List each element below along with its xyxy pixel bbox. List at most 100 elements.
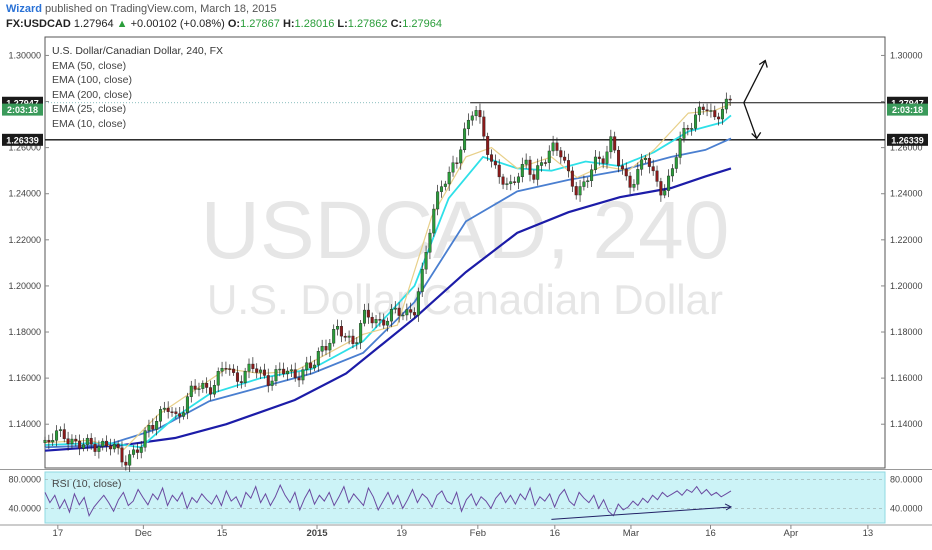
candle-body (189, 385, 193, 397)
candle-body (459, 149, 463, 164)
candle-body (640, 159, 644, 170)
candle-body (170, 411, 174, 413)
candle-body (78, 440, 82, 449)
x-tick-label: Apr (784, 528, 799, 539)
rsi-tick-right: 40.0000 (890, 503, 923, 513)
candle-body (128, 454, 132, 466)
candle-body (409, 309, 413, 313)
candle-body (97, 446, 101, 452)
low-label: L: (337, 18, 348, 30)
candle-body (570, 170, 574, 187)
author-name[interactable]: Wizard (6, 3, 42, 15)
candle-body (497, 164, 501, 178)
candle-body (451, 162, 455, 173)
candle-body (401, 314, 405, 317)
candle-body (697, 106, 701, 116)
chart-header: Wizard published on TradingView.com, Mar… (0, 0, 932, 36)
candle-body (682, 128, 686, 139)
candle-body (547, 150, 551, 163)
rsi-trendline (551, 506, 732, 520)
publish-info: Wizard published on TradingView.com, Mar… (6, 3, 277, 15)
candle-body (509, 181, 513, 184)
published-text: published on TradingView.com, March 18, … (45, 3, 277, 15)
candle-body (463, 128, 467, 151)
candle-body (259, 369, 263, 373)
candle-body (382, 319, 386, 326)
candle-body (289, 369, 293, 372)
candle-body (597, 156, 601, 159)
high-label: H: (282, 18, 295, 30)
candle-body (101, 440, 105, 447)
candle-body (624, 168, 628, 177)
candle-body (428, 232, 432, 253)
candle-body (351, 335, 355, 344)
price-label-right: 1.26339 (891, 135, 924, 145)
candle-body (478, 110, 482, 118)
candle-body (278, 368, 282, 371)
candle-body (286, 370, 290, 375)
candle-body (516, 176, 520, 183)
legend-ema-100[interactable]: EMA (100, close) (52, 74, 132, 86)
candle-body (224, 368, 228, 370)
candle-body (643, 157, 647, 160)
candle-body (701, 106, 705, 110)
candle-body (551, 142, 555, 152)
projection-up-line (743, 60, 766, 103)
candle-body (320, 346, 324, 352)
candle-body (567, 160, 571, 172)
candle-body (617, 149, 621, 166)
candle-body (724, 98, 728, 110)
legend-ema-25[interactable]: EMA (25, close) (52, 103, 127, 115)
candle-body (74, 438, 78, 442)
candle-body (316, 351, 320, 366)
last-price: 1.27964 (73, 18, 114, 30)
candle-body (324, 346, 328, 351)
candle-body (432, 208, 436, 234)
candle-body (720, 108, 724, 120)
candle-body (174, 411, 178, 414)
candle-body (482, 116, 486, 137)
candle-body (416, 291, 420, 316)
candle-body (366, 309, 370, 318)
legend-ema-50[interactable]: EMA (50, close) (52, 59, 127, 72)
y-tick-label-right: 1.20000 (890, 281, 923, 291)
price-label-right: 1.27947 (891, 98, 924, 108)
candle-body (336, 326, 340, 330)
candle-body (93, 443, 97, 452)
price-change: +0.00102 (+0.08%) (130, 18, 225, 30)
candle-body (543, 162, 547, 164)
x-tick-label: Feb (470, 528, 486, 539)
candle-body (370, 316, 374, 324)
candle-body (620, 165, 624, 170)
price-label-box-left (2, 133, 43, 146)
candle-body (578, 186, 582, 196)
legend-ema-10[interactable]: EMA (10, close) (52, 117, 127, 130)
candle-body (590, 169, 594, 181)
y-tick-label-right: 1.26000 (890, 143, 923, 153)
price-label-right: 2:03:18 (892, 105, 923, 115)
candle-body (667, 175, 671, 191)
candle-body (582, 181, 586, 187)
arrow-down-icon (751, 132, 762, 140)
candle-body (405, 309, 409, 316)
candle-body (651, 166, 655, 172)
legend-ema-200[interactable]: EMA (200, close) (52, 88, 132, 101)
y-tick-label-left: 1.24000 (8, 189, 41, 199)
ema-line (44, 103, 732, 451)
candle-body (262, 369, 266, 376)
candle-body (647, 157, 651, 167)
candle-body (705, 109, 709, 112)
candle-body (81, 444, 85, 449)
candle-body (686, 128, 690, 130)
price-label-left: 1.26339 (6, 135, 39, 145)
candle-body (536, 165, 540, 180)
candle-body (197, 388, 201, 390)
candle-body (728, 98, 732, 101)
candle-body (378, 319, 382, 321)
candle-body (389, 309, 393, 322)
x-tick-label: 17 (53, 528, 64, 539)
y-tick-label-left: 1.22000 (8, 235, 41, 245)
rsi-legend[interactable]: RSI (10, close) (52, 478, 122, 490)
candle-body (439, 186, 443, 192)
